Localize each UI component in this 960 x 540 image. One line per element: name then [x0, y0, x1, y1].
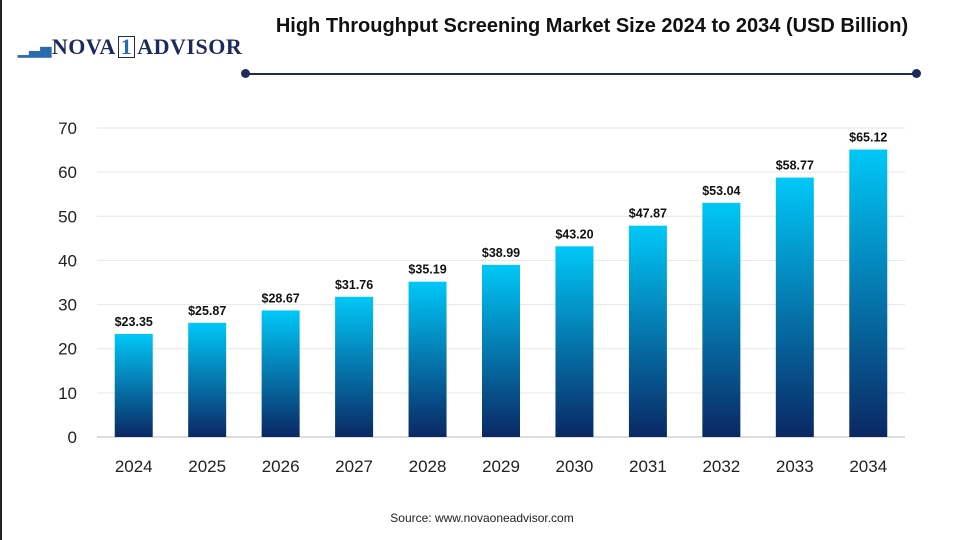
data-label: $35.19 [408, 263, 446, 277]
x-tick-label: 2034 [849, 457, 887, 476]
y-tick-label: 30 [58, 296, 77, 315]
bar [555, 246, 594, 437]
bar [628, 225, 667, 437]
x-tick-label: 2029 [482, 457, 520, 476]
title-rule [245, 73, 917, 75]
logo-bars-icon: ▁▃▅ [18, 43, 52, 58]
y-tick-label: 20 [58, 340, 77, 359]
y-tick-label: 40 [58, 251, 77, 270]
y-tick-label: 60 [58, 163, 77, 182]
data-label: $65.12 [849, 131, 887, 145]
bar [482, 264, 520, 437]
bar [335, 296, 374, 437]
x-tick-label: 2032 [702, 457, 740, 476]
x-tick-label: 2026 [262, 457, 300, 476]
logo-one: 1 [117, 36, 136, 58]
bar [775, 177, 814, 437]
y-tick-label: 70 [58, 119, 77, 138]
data-label: $47.87 [629, 207, 667, 221]
x-tick-label: 2030 [556, 457, 594, 476]
data-label: $25.87 [188, 304, 226, 318]
logo-text-2: ADVISOR [137, 34, 243, 59]
bar [261, 310, 300, 437]
y-tick-label: 0 [68, 428, 77, 447]
bar [849, 149, 888, 437]
y-tick-label: 50 [58, 207, 77, 226]
data-label: $31.76 [335, 278, 373, 292]
data-label: $23.35 [115, 315, 153, 329]
logo-text: NOVA [51, 34, 116, 59]
rule-dot-right [912, 69, 921, 78]
logo: ▁▃▅NOVA 1 ADVISOR [18, 34, 242, 60]
bar [408, 281, 447, 437]
data-label: $38.99 [482, 246, 520, 260]
bar [188, 322, 227, 437]
data-label: $43.20 [555, 227, 593, 241]
bar [114, 333, 153, 437]
x-tick-label: 2025 [188, 457, 226, 476]
data-label: $53.04 [702, 184, 740, 198]
x-tick-label: 2027 [335, 457, 373, 476]
y-tick-label: 10 [58, 384, 77, 403]
x-tick-label: 2028 [409, 457, 447, 476]
x-tick-label: 2024 [115, 457, 153, 476]
source-text: Source: www.novaoneadvisor.com [390, 511, 574, 525]
data-label: $58.77 [776, 159, 814, 173]
x-tick-label: 2031 [629, 457, 667, 476]
x-tick-label: 2033 [776, 457, 814, 476]
data-label: $28.67 [262, 291, 300, 305]
bar [702, 202, 741, 437]
chart-title: High Throughput Screening Market Size 20… [275, 15, 909, 37]
